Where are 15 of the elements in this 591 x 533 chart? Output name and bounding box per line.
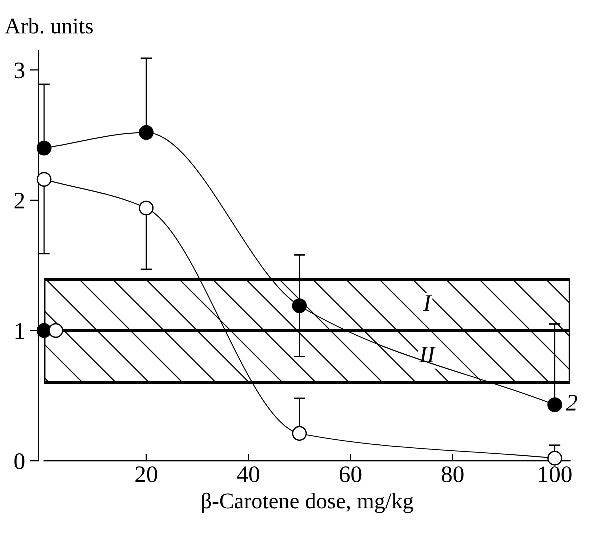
x-tick-label: 80 (442, 466, 464, 483)
point (48, 323, 64, 338)
y-tick-label: 0 (14, 454, 25, 470)
x-tick-label: 40 (237, 466, 260, 483)
y-axis-title: Arb. units (5, 18, 93, 34)
y-tick-label: 1 (16, 323, 24, 339)
x-tick-label: 100 (539, 466, 572, 483)
series-label: 2 (566, 395, 578, 411)
y-tick-label: 3 (14, 62, 25, 79)
x-axis-title: β-Carotene dose, mg/kg (202, 492, 414, 514)
x-tick-label: 60 (340, 466, 362, 483)
band-label: I (423, 296, 432, 312)
x-tick-label: 20 (136, 466, 158, 483)
band-label: II (419, 347, 436, 362)
y-tick-label: 2 (14, 193, 24, 209)
